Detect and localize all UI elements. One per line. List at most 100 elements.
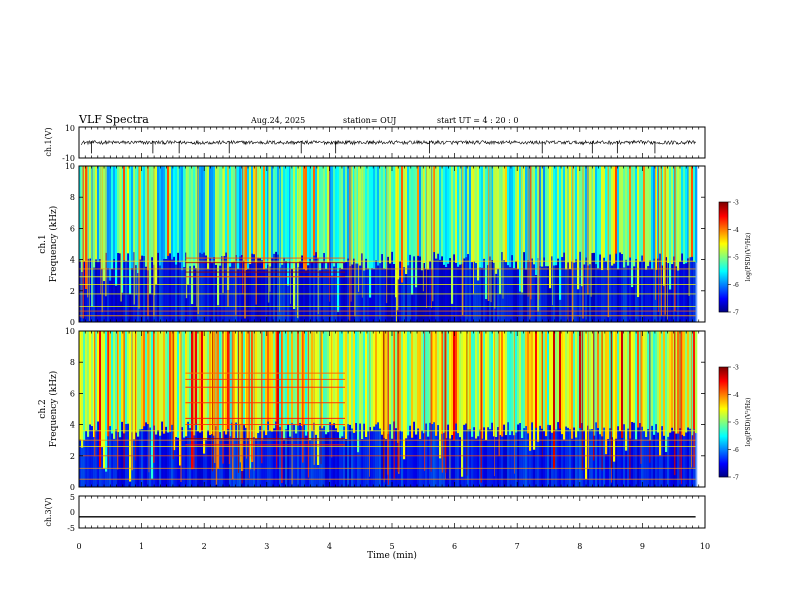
spectrogram-column — [657, 331, 660, 433]
spectrogram-lowband — [573, 427, 576, 487]
spectrogram-column — [115, 166, 118, 286]
spectrogram-lowband — [449, 258, 452, 322]
spectrogram-lowband — [403, 267, 406, 322]
colorbar-segment — [719, 420, 728, 422]
spectrogram-column — [609, 166, 612, 255]
spectrogram-column — [169, 331, 172, 433]
spectrogram-column — [315, 331, 318, 435]
colorbar-segment — [719, 273, 728, 275]
spectrogram-column — [217, 331, 220, 469]
spectrogram-lowband — [619, 252, 622, 322]
colorbar-segment — [719, 277, 728, 279]
spectrogram-lowband — [471, 436, 474, 487]
spectrogram-lowband — [511, 255, 514, 322]
spectrogram-column — [337, 166, 340, 313]
spectrogram-column — [295, 331, 298, 434]
spectrogram-column — [143, 331, 146, 427]
spectrogram-column — [407, 166, 410, 266]
spectrogram-column — [459, 331, 462, 438]
spectrogram-column — [609, 331, 612, 429]
spectrogram-column — [569, 166, 572, 270]
spectrogram-lowband — [359, 423, 362, 487]
spectrogram-column — [375, 331, 378, 425]
spectrogram-lowband — [457, 266, 460, 322]
spectrogram-column — [359, 331, 362, 424]
colorbar-segment — [719, 304, 728, 306]
spectrogram-column — [431, 331, 434, 425]
spectrogram-column — [591, 331, 594, 430]
colorbar-segment — [719, 419, 728, 421]
spectrogram-column — [585, 331, 588, 480]
spectrogram-lowband — [511, 431, 514, 487]
spectrogram-lowband — [451, 435, 454, 487]
spectrogram-lowband — [585, 479, 588, 487]
spectrogram-lowband — [233, 438, 236, 487]
colorbar-segment — [719, 374, 728, 376]
spectrogram-lowband — [255, 439, 258, 487]
spectrogram-lowband — [593, 435, 596, 487]
colorbar-segment — [719, 467, 728, 469]
spectrogram-lowband — [265, 268, 268, 322]
spectrogram-column — [195, 166, 198, 269]
spectrogram-column — [351, 166, 354, 265]
spectrogram-column — [489, 166, 492, 257]
spectrogram-lowband — [233, 261, 236, 322]
spectrogram-lowband — [645, 437, 648, 487]
spectrogram-column — [543, 331, 546, 431]
spectrogram-lowband — [269, 430, 272, 487]
spectrogram-column — [271, 331, 274, 432]
spectrogram-column — [377, 331, 380, 423]
spectrogram-lowband — [615, 438, 618, 487]
spectrogram-column — [341, 166, 344, 270]
spectrogram-lowband — [565, 426, 568, 487]
time-tick-label: 7 — [515, 542, 520, 551]
spectrogram-lowband — [223, 430, 226, 487]
spectrogram-column — [455, 166, 458, 263]
spectrogram-lowband — [613, 263, 616, 322]
spectrogram-column — [227, 331, 230, 430]
spectrogram-lowband — [361, 439, 364, 487]
colorbar-segment — [719, 311, 728, 313]
spectrogram-column — [305, 166, 308, 271]
spectrogram-lowband — [205, 255, 208, 322]
spectrogram-column — [551, 331, 554, 433]
spectrogram-column — [661, 166, 664, 266]
spectrogram-column — [583, 331, 586, 431]
spectrogram-column — [683, 331, 686, 437]
colorbar-segment — [719, 310, 728, 312]
spectrogram-lowband — [367, 268, 370, 322]
spectrogram-column — [233, 331, 236, 438]
spectrogram-column — [579, 331, 582, 429]
spectrogram-lowband — [241, 255, 244, 322]
colorbar-segment — [719, 230, 728, 232]
colorbar-tick-label: -4 — [733, 227, 739, 234]
spectrogram-column — [433, 166, 436, 253]
spectrogram-lowband — [625, 259, 628, 322]
spectrogram-lowband — [627, 428, 630, 487]
spectrogram-lowband — [649, 440, 652, 487]
spectrogram-lowband — [467, 429, 470, 487]
spectrogram-column — [439, 166, 442, 260]
colorbar-segment — [719, 301, 728, 303]
spectrogram-column — [313, 166, 316, 256]
spectrogram-column — [427, 166, 430, 270]
colorbar-segment — [719, 309, 728, 311]
spectrogram-column — [429, 331, 432, 423]
spectrogram-column — [319, 331, 322, 427]
spectrogram-column — [121, 166, 124, 293]
spectrogram-lowband — [207, 269, 210, 322]
spectrogram-column — [413, 166, 416, 257]
colorbar-segment — [719, 437, 728, 439]
spectrogram-column — [677, 331, 680, 434]
spectrogram-column — [517, 331, 520, 425]
spectrogram-ytick-label: 10 — [65, 162, 75, 171]
spectrogram-column — [545, 166, 548, 267]
spectrogram-column — [553, 331, 556, 469]
spectrogram-column — [83, 331, 86, 440]
spectrogram-lowband — [617, 269, 620, 322]
spectrogram-lowband — [295, 433, 298, 487]
spectrogram-column — [429, 166, 432, 262]
colorbar-segment — [719, 455, 728, 457]
spectrogram-column — [139, 166, 142, 260]
spectrogram-column — [127, 331, 130, 424]
